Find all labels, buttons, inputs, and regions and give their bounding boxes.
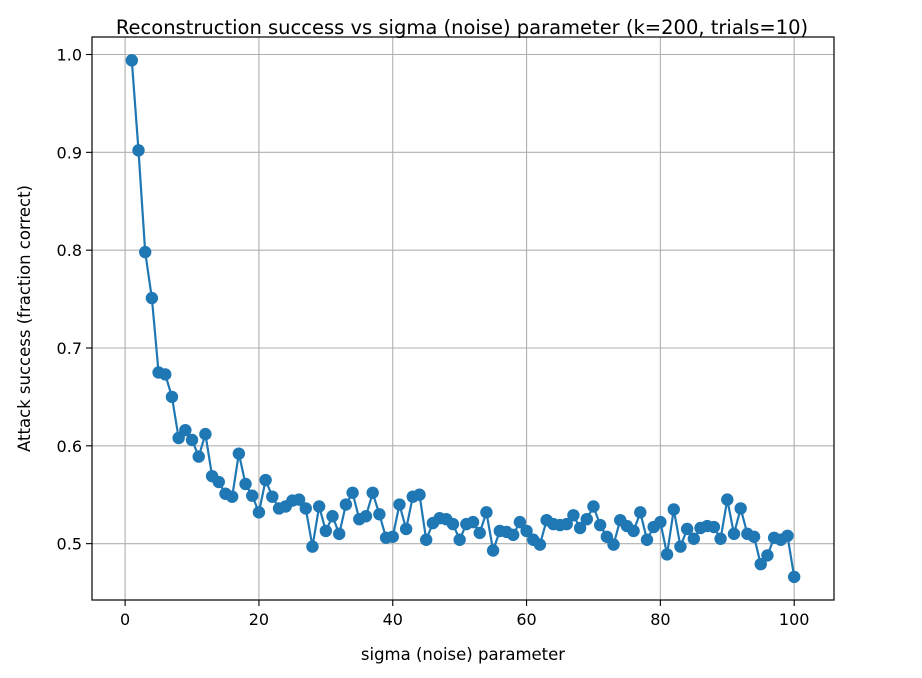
data-point: [593, 518, 607, 532]
x-axis-label: sigma (noise) parameter: [361, 645, 565, 664]
data-point: [159, 368, 172, 381]
data-point: [640, 533, 654, 546]
x-tick-label: 60: [516, 610, 536, 629]
data-point: [513, 515, 527, 529]
data-point: [266, 490, 279, 503]
data-point: [727, 527, 741, 541]
data-point: [587, 500, 600, 513]
data-point: [225, 490, 239, 503]
data-point: [781, 529, 794, 543]
data-point: [125, 54, 139, 67]
data-point: [339, 498, 353, 511]
data-point: [138, 245, 152, 259]
data-point: [506, 528, 520, 542]
data-point: [567, 509, 580, 522]
data-point: [714, 532, 727, 545]
data-point: [232, 447, 246, 460]
data-point: [747, 530, 761, 543]
data-point: [192, 450, 205, 463]
data-point: [680, 522, 694, 536]
x-tick-label: 20: [249, 610, 269, 629]
grid: [92, 37, 834, 600]
data-point: [627, 524, 640, 538]
data-point: [420, 533, 433, 546]
data-point: [366, 486, 379, 499]
data-point: [707, 520, 721, 534]
data-point: [634, 506, 647, 519]
data-point: [246, 489, 259, 502]
y-tick-label: 0.9: [57, 143, 82, 162]
data-point: [346, 486, 359, 499]
x-tick-label: 40: [383, 610, 403, 629]
data-point: [319, 524, 333, 538]
data-point: [132, 144, 145, 157]
y-tick-label: 0.7: [57, 339, 82, 358]
data-point: [239, 477, 252, 491]
data-point: [466, 515, 480, 529]
data-point: [179, 423, 192, 437]
axis-ticks: 0 20 40 60 80 100 0.5 0.6 0.7 0.8 0.9 1.0: [57, 46, 810, 629]
y-tick-label: 0.5: [57, 535, 82, 554]
chart-title: Reconstruction success vs sigma (noise) …: [116, 16, 808, 39]
data-point: [660, 548, 674, 561]
data-point: [607, 538, 620, 551]
x-tick-label: 0: [120, 610, 130, 629]
x-tick-label: 80: [650, 610, 670, 629]
data-point: [306, 540, 319, 553]
data-point: [654, 515, 667, 529]
data-point: [721, 493, 734, 506]
data-point: [393, 498, 406, 511]
data-point: [252, 506, 266, 519]
data-point: [145, 291, 159, 305]
y-tick-label: 1.0: [57, 46, 82, 65]
data-point: [674, 540, 687, 553]
data-point: [326, 510, 339, 523]
data-point: [199, 427, 212, 441]
data-point: [734, 502, 747, 515]
series-layer: [125, 54, 801, 584]
data-point: [486, 544, 500, 557]
data-point: [373, 508, 386, 521]
data-point: [573, 521, 587, 535]
y-axis-label: Attack success (fraction correct): [15, 185, 34, 452]
data-point: [520, 524, 533, 538]
data-point: [386, 530, 399, 543]
data-point: [446, 517, 460, 531]
data-point: [533, 538, 547, 551]
data-point: [359, 510, 373, 523]
data-point: [480, 506, 493, 519]
data-point: [312, 500, 326, 513]
data-point: [292, 493, 306, 506]
y-tick-label: 0.8: [57, 241, 82, 260]
data-point: [580, 512, 593, 526]
data-point: [687, 532, 701, 545]
data-point: [399, 522, 413, 536]
data-point: [413, 488, 426, 501]
data-point: [299, 502, 312, 515]
series-line: [130, 60, 796, 578]
data-point: [453, 533, 466, 546]
data-point: [667, 503, 680, 516]
data-point: [754, 557, 767, 571]
data-point: [212, 475, 225, 489]
data-point: [787, 570, 801, 584]
data-point: [165, 390, 179, 404]
data-point: [259, 473, 272, 487]
x-tick-label: 100: [779, 610, 810, 629]
data-point: [185, 433, 199, 447]
plot-frame: [91, 36, 835, 601]
data-point: [560, 517, 573, 531]
data-point: [333, 527, 346, 541]
y-tick-label: 0.6: [57, 437, 82, 456]
data-point: [473, 526, 486, 540]
data-point: [761, 549, 774, 562]
